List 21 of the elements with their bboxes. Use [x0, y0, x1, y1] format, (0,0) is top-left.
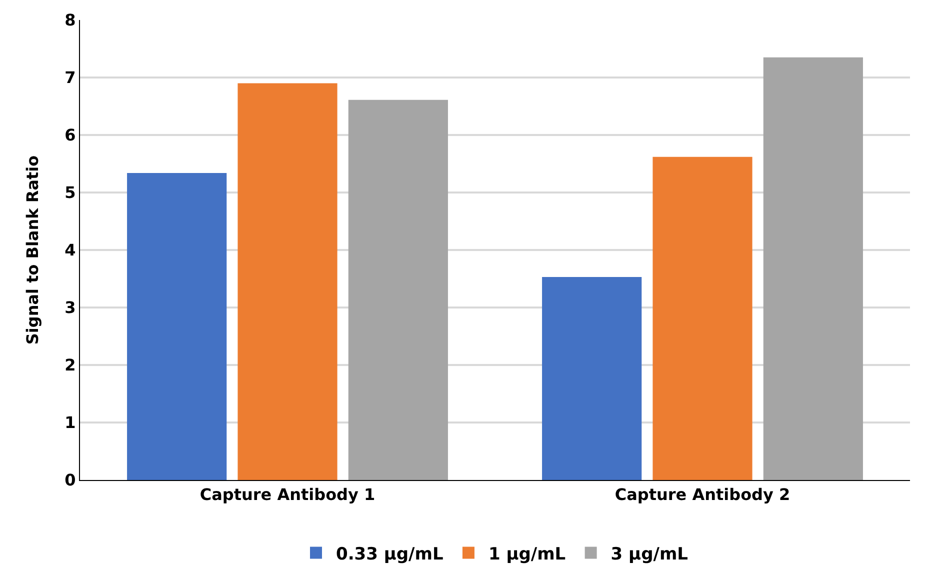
y-tick-label: 7: [64, 68, 76, 88]
y-axis-title: Signal to Blank Ratio: [23, 155, 42, 345]
y-tick-label: 0: [64, 470, 76, 490]
y-tick-label: 8: [64, 10, 76, 30]
bar: [238, 83, 338, 480]
legend-label: 3 µg/mL: [610, 544, 688, 564]
bar: [542, 277, 642, 480]
legend-label: 1 µg/mL: [488, 544, 566, 564]
bar: [348, 100, 448, 480]
bar: [127, 172, 227, 480]
bar: [763, 57, 863, 480]
y-tick-label: 5: [64, 183, 76, 202]
y-tick-label: 4: [64, 240, 76, 260]
bar: [652, 156, 752, 480]
y-tick-label: 2: [64, 356, 76, 375]
y-tick-label: 3: [64, 298, 76, 318]
x-tick-label: Capture Antibody 2: [614, 485, 790, 504]
x-tick-label: Capture Antibody 1: [200, 485, 376, 504]
y-tick-label: 1: [64, 413, 76, 432]
legend-label: 0.33 µg/mL: [336, 544, 444, 564]
y-tick-label: 6: [64, 126, 76, 145]
